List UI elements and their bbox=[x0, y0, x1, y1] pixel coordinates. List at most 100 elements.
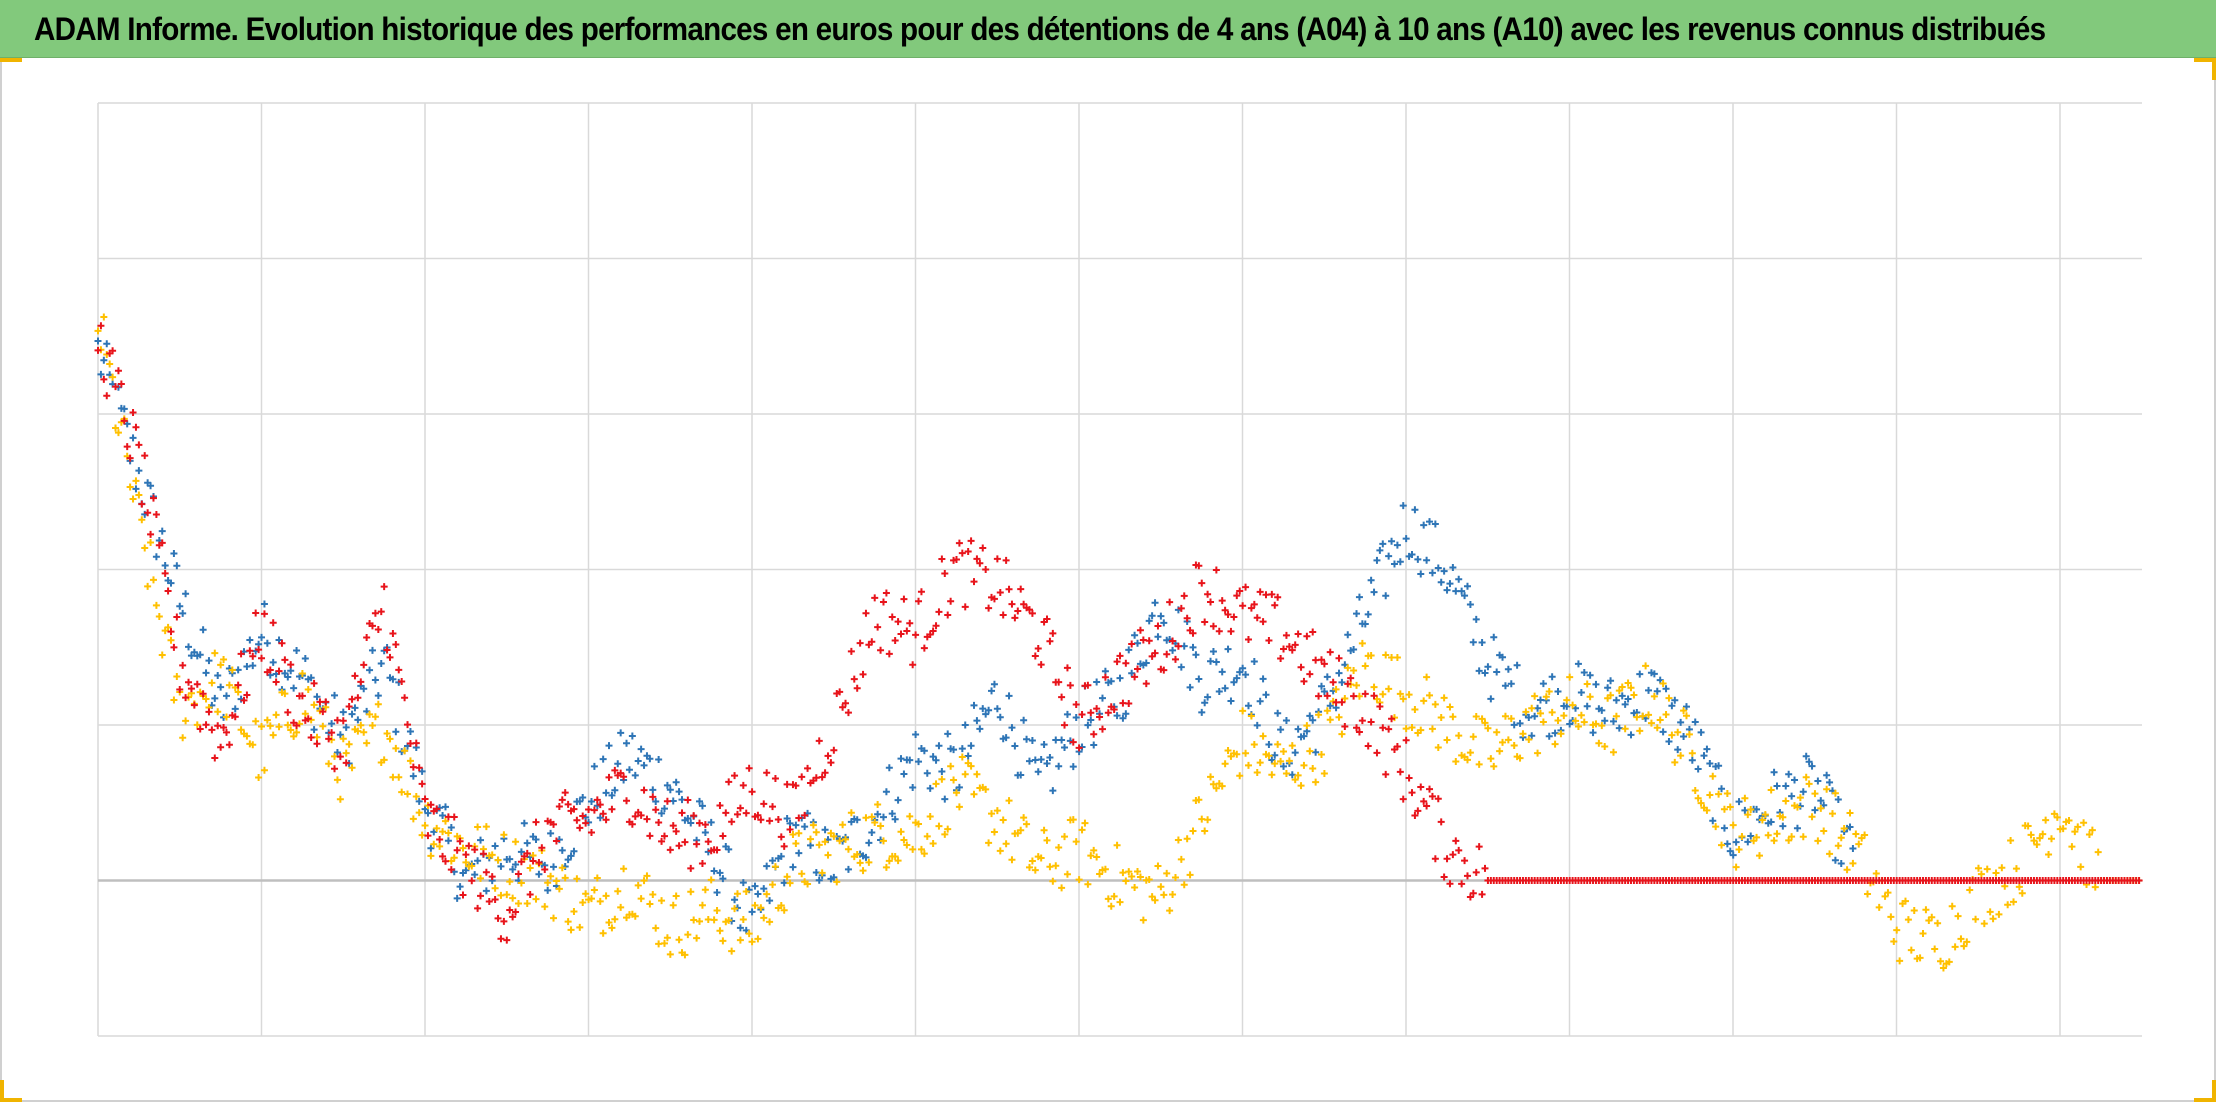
data-point bbox=[1688, 756, 1696, 764]
data-point bbox=[1586, 671, 1594, 679]
data-point bbox=[1428, 725, 1436, 733]
data-point bbox=[1209, 648, 1217, 656]
data-point bbox=[1388, 715, 1396, 723]
data-point bbox=[1101, 673, 1109, 681]
data-point bbox=[1023, 735, 1031, 743]
data-point bbox=[967, 742, 975, 750]
data-point bbox=[225, 741, 233, 749]
data-point bbox=[1779, 813, 1787, 821]
data-point bbox=[412, 739, 420, 747]
data-point bbox=[234, 666, 242, 674]
data-point bbox=[275, 723, 283, 731]
data-point bbox=[935, 822, 943, 830]
data-point bbox=[1399, 695, 1407, 703]
data-point bbox=[1008, 600, 1016, 608]
data-point bbox=[1455, 575, 1463, 583]
data-point bbox=[1837, 834, 1845, 842]
data-point bbox=[1180, 642, 1188, 650]
data-point bbox=[1379, 540, 1387, 548]
data-point bbox=[222, 692, 230, 700]
data-point bbox=[614, 887, 622, 895]
data-point bbox=[383, 729, 391, 737]
data-point bbox=[1680, 732, 1688, 740]
data-point bbox=[1405, 691, 1413, 699]
data-point bbox=[1195, 796, 1203, 804]
data-point bbox=[1180, 592, 1188, 600]
data-point bbox=[1385, 685, 1393, 693]
data-point bbox=[1440, 873, 1448, 881]
data-point bbox=[1463, 582, 1471, 590]
data-point bbox=[1280, 762, 1288, 770]
data-point bbox=[1779, 822, 1787, 830]
data-point bbox=[129, 409, 137, 417]
data-point bbox=[617, 769, 625, 777]
data-point bbox=[736, 924, 744, 932]
data-point bbox=[1282, 716, 1290, 724]
data-point bbox=[319, 708, 327, 716]
data-point bbox=[786, 819, 794, 827]
data-point bbox=[1142, 680, 1150, 688]
data-point bbox=[1601, 717, 1609, 725]
data-point bbox=[865, 858, 873, 866]
data-point bbox=[684, 931, 692, 939]
data-point bbox=[806, 835, 814, 843]
data-point bbox=[202, 669, 210, 677]
data-point bbox=[637, 895, 645, 903]
data-point bbox=[1312, 748, 1320, 756]
data-point bbox=[523, 900, 531, 908]
data-point bbox=[1218, 597, 1226, 605]
data-point bbox=[532, 818, 540, 826]
data-point bbox=[1002, 840, 1010, 848]
data-point bbox=[649, 786, 657, 794]
data-point bbox=[491, 842, 499, 850]
data-point bbox=[1116, 674, 1124, 682]
data-point bbox=[1472, 615, 1480, 623]
data-point bbox=[1025, 606, 1033, 614]
data-point bbox=[185, 678, 193, 686]
data-point bbox=[1954, 912, 1962, 920]
data-point bbox=[1084, 880, 1092, 888]
data-point bbox=[842, 835, 850, 843]
data-point bbox=[538, 844, 546, 852]
data-point bbox=[158, 651, 166, 659]
data-point bbox=[1288, 742, 1296, 750]
data-point bbox=[783, 814, 791, 822]
data-point bbox=[812, 828, 820, 836]
data-point bbox=[742, 887, 750, 895]
data-point bbox=[1691, 718, 1699, 726]
data-point bbox=[193, 721, 201, 729]
data-point bbox=[891, 815, 899, 823]
data-point bbox=[830, 746, 838, 754]
data-point bbox=[1025, 863, 1033, 871]
data-point bbox=[1326, 716, 1334, 724]
data-point bbox=[1393, 742, 1401, 750]
data-point bbox=[1315, 711, 1323, 719]
data-point bbox=[1443, 736, 1451, 744]
data-point bbox=[1250, 740, 1258, 748]
data-point bbox=[287, 661, 295, 669]
data-point bbox=[1364, 742, 1372, 750]
data-point bbox=[474, 823, 482, 831]
data-point bbox=[561, 874, 569, 882]
data-point bbox=[1642, 662, 1650, 670]
data-point bbox=[941, 570, 949, 578]
data-point bbox=[961, 770, 969, 778]
data-point bbox=[1572, 717, 1580, 725]
data-point bbox=[100, 375, 108, 383]
data-point bbox=[1475, 760, 1483, 768]
data-point bbox=[827, 759, 835, 767]
data-point bbox=[1195, 562, 1203, 570]
data-point bbox=[634, 881, 642, 889]
data-point bbox=[1087, 852, 1095, 860]
data-point bbox=[126, 454, 134, 462]
data-point bbox=[1446, 580, 1454, 588]
data-point bbox=[182, 590, 190, 598]
data-point bbox=[474, 904, 482, 912]
data-point bbox=[211, 649, 219, 657]
data-point bbox=[1189, 629, 1197, 637]
data-point bbox=[1177, 663, 1185, 671]
data-point bbox=[444, 829, 452, 837]
data-point bbox=[675, 842, 683, 850]
data-point bbox=[909, 845, 917, 853]
data-point bbox=[1481, 669, 1489, 677]
